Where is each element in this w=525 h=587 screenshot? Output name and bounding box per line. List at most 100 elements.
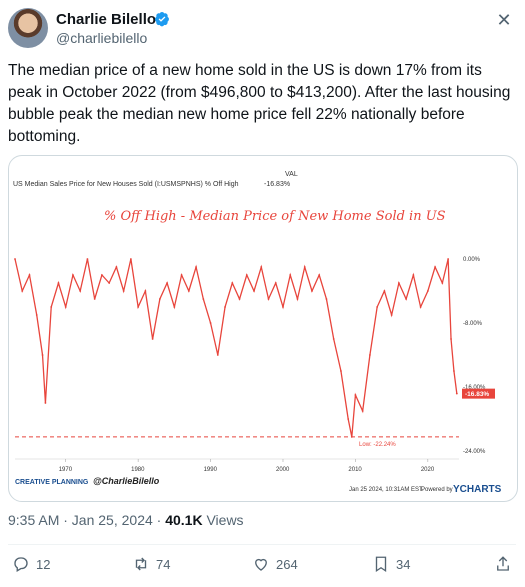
- chart-title: % Off High - Median Price of New Home So…: [104, 209, 446, 224]
- author-handle[interactable]: @charliebilello: [56, 30, 148, 46]
- reply-button[interactable]: 12: [12, 555, 50, 573]
- data-point: [187, 290, 190, 292]
- data-point: [93, 298, 96, 300]
- data-point: [434, 266, 436, 268]
- share-button[interactable]: [494, 555, 512, 573]
- x-tick-label: 1970: [59, 467, 73, 473]
- footer-powered: Powered by: [421, 487, 453, 493]
- series-polyline: [14, 258, 458, 438]
- author-name[interactable]: Charlie Bilello: [56, 11, 157, 28]
- data-point: [311, 290, 313, 292]
- bookmark-button[interactable]: 34: [372, 555, 410, 573]
- data-point: [405, 298, 408, 300]
- data-point: [216, 354, 219, 356]
- data-point: [296, 298, 299, 300]
- x-tick-label: 2000: [276, 467, 290, 473]
- y-tick-label: -24.00%: [463, 449, 486, 455]
- data-point: [122, 290, 125, 292]
- data-point: [303, 266, 306, 268]
- verified-badge-icon: [155, 12, 169, 27]
- data-point: [195, 266, 197, 268]
- low-line: Low: -22.24%: [15, 436, 459, 448]
- data-point: [354, 394, 357, 396]
- data-point: [253, 290, 255, 292]
- data-point: [419, 306, 422, 308]
- chart-header: US Median Sales Price for New Houses Sol…: [13, 181, 239, 188]
- data-point: [441, 282, 444, 284]
- action-bar: 12 74 264 34: [8, 553, 516, 581]
- data-point: [50, 306, 53, 308]
- data-point: [274, 282, 277, 284]
- reply-count: 12: [36, 556, 51, 572]
- y-tick-label: -8.00%: [463, 321, 483, 327]
- low-label: Low: -22.24%: [359, 442, 396, 448]
- data-point: [86, 258, 89, 260]
- data-point: [209, 322, 212, 324]
- data-point: [376, 306, 379, 308]
- data-point: [325, 298, 328, 300]
- share-icon: [497, 556, 509, 571]
- heart-icon: [255, 558, 267, 571]
- bookmark-count: 34: [396, 556, 411, 572]
- divider: [8, 544, 516, 545]
- repost-button[interactable]: 74: [132, 555, 170, 573]
- views-label: Views: [202, 512, 244, 528]
- data-point: [267, 298, 270, 300]
- data-point: [173, 306, 176, 308]
- data-point: [129, 258, 132, 260]
- data-point: [14, 258, 16, 260]
- current-value: -16.83%: [462, 388, 495, 399]
- footer-date: Jan 25 2024, 10:31AM EST.: [349, 487, 424, 493]
- avatar[interactable]: [8, 8, 48, 48]
- view-count: 40.1K: [165, 512, 203, 528]
- data-point: [180, 274, 183, 276]
- tweet-time[interactable]: 9:35 AM · Jan 25, 2024 ·: [8, 512, 166, 528]
- data-point: [455, 392, 458, 395]
- data-point: [79, 290, 82, 292]
- data-point: [450, 338, 452, 340]
- data-point: [369, 354, 371, 356]
- bookmark-icon: [375, 556, 387, 573]
- data-point: [101, 274, 103, 276]
- y-tick-label: 0.00%: [463, 257, 481, 263]
- chart-image[interactable]: VAL US Median Sales Price for New Houses…: [8, 155, 518, 502]
- data-point: [44, 402, 47, 404]
- data-point: [41, 354, 44, 356]
- repost-icon: [135, 557, 147, 571]
- data-point: [151, 338, 154, 340]
- tweet-text: The median price of a new home sold in t…: [8, 62, 511, 145]
- data-point: [35, 314, 38, 316]
- current-value-label: -16.83%: [465, 391, 489, 398]
- data-point: [238, 298, 241, 300]
- data-point: [318, 274, 321, 276]
- data-point: [453, 370, 455, 372]
- current-value-badge: [462, 388, 495, 399]
- data-point: [383, 290, 386, 292]
- data-point: [108, 282, 111, 284]
- data-point: [158, 298, 161, 300]
- close-icon[interactable]: ✕: [496, 10, 512, 30]
- data-point: [361, 410, 364, 412]
- data-point: [224, 306, 226, 308]
- data-point: [350, 436, 353, 438]
- tweet-meta: 9:35 AM · Jan 25, 2024 · 40.1K Views: [8, 512, 244, 528]
- tweet-header: Charlie Bilello @charliebilello ✕: [8, 8, 518, 50]
- data-point: [447, 258, 450, 260]
- x-tick-label: 2020: [421, 467, 435, 473]
- chart-val-label: VAL: [285, 171, 298, 178]
- footer-brand: CREATIVE PLANNING: [15, 479, 89, 486]
- series-line: [14, 258, 458, 438]
- x-tick-label: 2010: [348, 467, 362, 473]
- data-point: [347, 418, 350, 420]
- data-point: [397, 282, 400, 284]
- data-point: [144, 290, 147, 292]
- data-point: [390, 314, 393, 316]
- data-point: [340, 370, 342, 372]
- y-axis: 0.00% -8.00% -16.00% -24.00%: [463, 257, 486, 455]
- data-point: [64, 306, 67, 308]
- like-button[interactable]: 264: [252, 555, 298, 573]
- y-tick-label: -16.00%: [463, 385, 486, 391]
- x-tick-label: 1990: [204, 467, 218, 473]
- like-count: 264: [276, 556, 298, 572]
- data-point: [231, 282, 234, 284]
